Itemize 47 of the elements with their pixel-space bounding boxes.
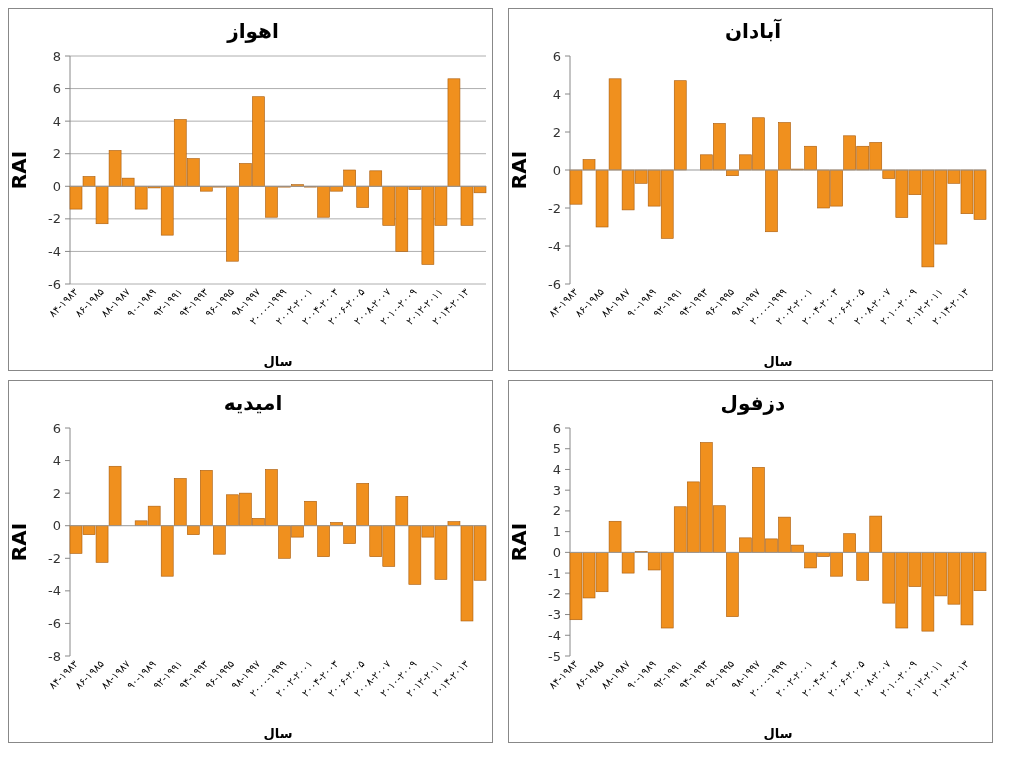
y-axis-title: RAI bbox=[507, 522, 531, 562]
y-tick-label: -6 bbox=[548, 276, 561, 292]
y-tick-label: -4 bbox=[548, 627, 561, 643]
x-axis-title: سال bbox=[263, 354, 293, 369]
y-tick-label: 0 bbox=[52, 178, 61, 194]
y-axis-title: RAI bbox=[7, 522, 31, 562]
y-tick-label: 8 bbox=[52, 48, 61, 64]
y-tick-label: -4 bbox=[48, 243, 61, 259]
y-tick-label: -2 bbox=[48, 550, 61, 566]
y-axis-title: RAI bbox=[507, 150, 531, 190]
y-tick-label: 4 bbox=[52, 453, 61, 469]
y-tick-label: -6 bbox=[48, 615, 61, 631]
x-axis-title: سال bbox=[263, 726, 293, 741]
y-axis-title: RAI bbox=[7, 150, 31, 190]
y-tick-label: 1 bbox=[552, 524, 561, 540]
y-tick-label: -3 bbox=[548, 607, 561, 623]
x-axis-title: سال bbox=[763, 726, 793, 741]
y-tick-label: -4 bbox=[548, 238, 561, 254]
y-tick-label: 2 bbox=[52, 146, 61, 162]
y-tick-label: 2 bbox=[552, 124, 561, 140]
y-tick-label: -2 bbox=[548, 586, 561, 602]
y-tick-label: 0 bbox=[52, 518, 61, 534]
y-tick-label: 5 bbox=[552, 441, 561, 457]
y-tick-label: 0 bbox=[552, 544, 561, 560]
chart-title: آبادان bbox=[724, 18, 783, 43]
y-tick-label: 2 bbox=[552, 503, 561, 519]
chart-title: دزفول bbox=[720, 391, 786, 415]
y-tick-label: -4 bbox=[48, 583, 61, 599]
y-tick-label: 4 bbox=[52, 113, 61, 129]
y-tick-label: 6 bbox=[552, 420, 561, 436]
y-tick-label: 3 bbox=[552, 482, 561, 498]
y-tick-label: -8 bbox=[48, 648, 61, 664]
y-tick-label: 6 bbox=[52, 81, 61, 97]
y-tick-label: 2 bbox=[52, 485, 61, 501]
chart-title: امیدیه bbox=[223, 391, 283, 415]
y-tick-label: 6 bbox=[552, 48, 561, 64]
y-tick-label: 4 bbox=[552, 462, 561, 477]
y-tick-label: -1 bbox=[548, 565, 561, 581]
x-axis-title: سال bbox=[763, 354, 793, 369]
y-tick-label: 4 bbox=[552, 86, 561, 102]
y-tick-label: 6 bbox=[52, 420, 61, 436]
y-tick-label: -2 bbox=[48, 211, 61, 227]
chart-title: اهواز bbox=[226, 19, 279, 43]
y-tick-label: -2 bbox=[548, 200, 561, 216]
y-tick-label: 0 bbox=[552, 162, 561, 178]
y-tick-label: -5 bbox=[548, 648, 561, 664]
y-tick-label: -6 bbox=[48, 276, 61, 292]
